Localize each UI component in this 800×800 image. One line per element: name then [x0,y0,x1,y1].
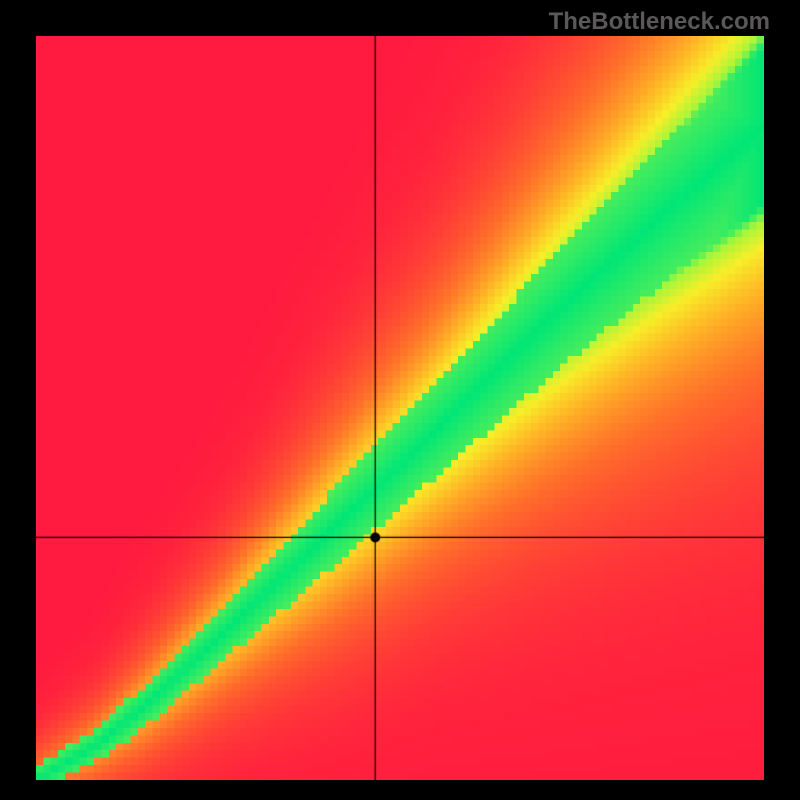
watermark-text: TheBottleneck.com [549,8,770,36]
chart-container: TheBottleneck.com [0,0,800,800]
crosshair-overlay [36,36,764,780]
